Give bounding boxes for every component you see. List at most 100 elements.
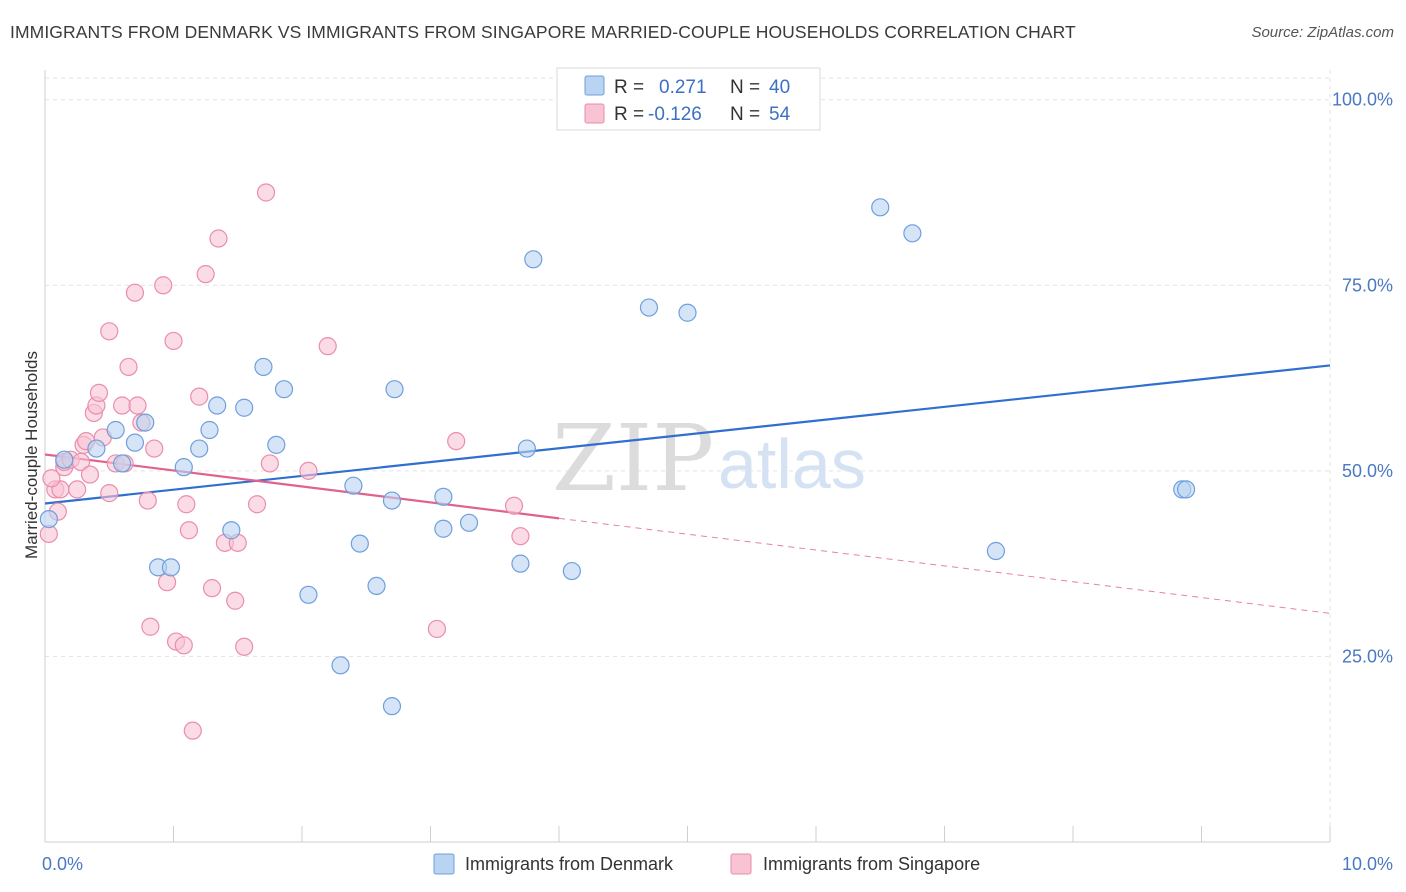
point-singapore bbox=[318, 337, 337, 356]
point-denmark bbox=[331, 656, 350, 675]
point-denmark bbox=[385, 380, 404, 399]
series-legend: Immigrants from Denmark Immigrants from … bbox=[433, 853, 980, 875]
chart-title: IMMIGRANTS FROM DENMARK VS IMMIGRANTS FR… bbox=[10, 22, 1076, 42]
legend-n-label-denmark: N = bbox=[730, 77, 760, 98]
point-singapore bbox=[427, 619, 447, 639]
watermark: ZIP atlas bbox=[552, 405, 866, 512]
series-legend-label-denmark: Immigrants from Denmark bbox=[465, 854, 674, 874]
x-tick-label: 0.0% bbox=[42, 854, 83, 874]
point-denmark bbox=[55, 450, 74, 469]
point-denmark bbox=[524, 250, 543, 269]
legend-n-label-singapore: N = bbox=[730, 104, 760, 125]
point-denmark bbox=[267, 435, 286, 454]
point-denmark bbox=[39, 509, 58, 529]
point-singapore bbox=[174, 636, 193, 655]
point-singapore bbox=[209, 229, 228, 248]
point-denmark bbox=[112, 454, 132, 473]
legend-r-value-singapore: -0.126 bbox=[648, 104, 702, 125]
point-denmark bbox=[903, 224, 922, 243]
point-singapore bbox=[256, 183, 276, 202]
legend-swatch-denmark bbox=[584, 75, 605, 96]
point-singapore bbox=[112, 396, 132, 415]
point-denmark bbox=[222, 521, 241, 540]
legend-r-label-denmark: R = bbox=[614, 77, 644, 98]
y-tick-label: 100.0% bbox=[1332, 90, 1393, 110]
point-singapore bbox=[100, 322, 119, 341]
legend-swatch-singapore bbox=[584, 103, 605, 124]
point-denmark bbox=[235, 398, 254, 417]
point-singapore bbox=[157, 573, 177, 592]
point-singapore bbox=[138, 491, 157, 510]
point-singapore bbox=[235, 637, 254, 656]
point-singapore bbox=[247, 495, 267, 514]
point-singapore bbox=[202, 579, 222, 598]
point-singapore bbox=[154, 276, 173, 295]
series-legend-label-singapore: Immigrants from Singapore bbox=[763, 854, 980, 874]
point-denmark bbox=[208, 396, 227, 415]
legend-n-value-singapore: 54 bbox=[769, 104, 791, 125]
point-denmark bbox=[174, 458, 193, 477]
point-singapore bbox=[190, 387, 209, 406]
series-legend-swatch-singapore bbox=[730, 853, 752, 875]
axes bbox=[44, 70, 1331, 843]
point-denmark bbox=[517, 439, 536, 458]
correlation-legend: R = 0.271 N = 40 R = -0.126 N = 54 bbox=[556, 67, 821, 131]
point-denmark bbox=[434, 519, 453, 538]
point-denmark bbox=[434, 487, 453, 506]
point-denmark bbox=[562, 561, 581, 581]
point-denmark bbox=[367, 576, 386, 596]
legend-r-label-singapore: R = bbox=[614, 104, 644, 125]
point-singapore bbox=[260, 454, 279, 473]
tick-labels: 25.0% 50.0% 75.0% 100.0% 0.0% 10.0% bbox=[42, 90, 1393, 874]
point-singapore bbox=[177, 495, 196, 514]
y-tick-label: 50.0% bbox=[1342, 461, 1393, 481]
trend-line-singapore-extension bbox=[558, 517, 1331, 614]
y-tick-label: 75.0% bbox=[1342, 275, 1393, 295]
point-denmark bbox=[639, 298, 659, 317]
point-singapore bbox=[80, 465, 100, 484]
point-singapore bbox=[299, 461, 318, 480]
data-points bbox=[39, 183, 1196, 740]
point-singapore bbox=[511, 527, 530, 546]
point-denmark bbox=[344, 476, 363, 495]
point-singapore bbox=[141, 617, 160, 636]
chart-source: Source: ZipAtlas.com bbox=[1251, 24, 1394, 41]
point-denmark bbox=[382, 697, 402, 716]
point-singapore bbox=[447, 432, 466, 451]
point-singapore bbox=[504, 496, 524, 515]
point-singapore bbox=[125, 283, 145, 302]
point-denmark bbox=[871, 198, 890, 217]
point-denmark bbox=[87, 439, 106, 458]
point-denmark bbox=[1176, 480, 1196, 499]
point-singapore bbox=[89, 383, 109, 403]
watermark-zip: ZIP bbox=[552, 405, 714, 512]
point-denmark bbox=[299, 585, 318, 604]
point-denmark bbox=[274, 380, 294, 399]
point-denmark bbox=[254, 357, 273, 377]
point-denmark bbox=[161, 558, 181, 577]
point-denmark bbox=[200, 420, 219, 440]
point-singapore bbox=[196, 265, 215, 284]
point-denmark bbox=[678, 303, 697, 322]
y-axis-label: Married-couple Households bbox=[22, 351, 41, 559]
point-singapore bbox=[183, 721, 202, 740]
point-singapore bbox=[119, 357, 138, 377]
point-denmark bbox=[125, 433, 145, 452]
point-denmark bbox=[190, 439, 209, 458]
point-denmark bbox=[986, 541, 1006, 561]
point-singapore bbox=[164, 331, 183, 351]
point-denmark bbox=[106, 420, 125, 440]
point-singapore bbox=[145, 439, 164, 458]
point-singapore bbox=[128, 396, 147, 415]
point-denmark bbox=[136, 413, 155, 432]
watermark-atlas: atlas bbox=[718, 425, 866, 503]
point-singapore bbox=[100, 484, 119, 503]
point-denmark bbox=[382, 491, 402, 510]
point-singapore bbox=[68, 480, 87, 499]
point-singapore bbox=[42, 469, 61, 488]
legend-r-value-denmark: 0.271 bbox=[659, 77, 707, 98]
point-denmark bbox=[350, 534, 369, 553]
point-singapore bbox=[226, 591, 245, 610]
y-tick-label: 25.0% bbox=[1342, 646, 1393, 666]
